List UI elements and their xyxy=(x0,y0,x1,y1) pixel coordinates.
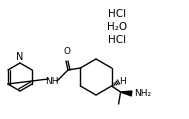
Text: HCl: HCl xyxy=(108,9,126,19)
Text: H₂O: H₂O xyxy=(107,22,127,32)
Text: HCl: HCl xyxy=(108,35,126,45)
Text: NH₂: NH₂ xyxy=(135,89,152,99)
Text: N: N xyxy=(16,52,24,62)
Polygon shape xyxy=(121,91,132,96)
Text: H: H xyxy=(120,77,126,85)
Text: O: O xyxy=(63,47,70,56)
Text: NH: NH xyxy=(45,77,59,85)
